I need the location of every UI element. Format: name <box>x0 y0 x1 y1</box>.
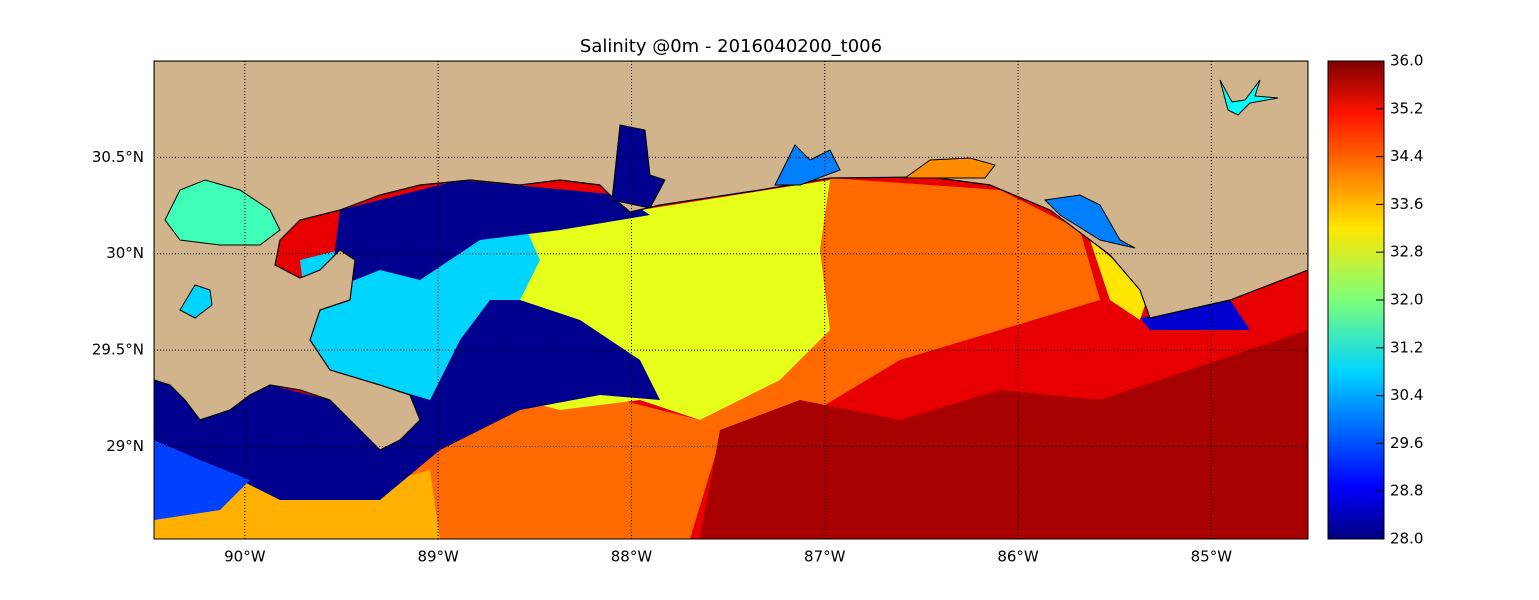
colorbar-tick-label: 32.0 <box>1390 291 1423 309</box>
colorbar-tick-label: 35.2 <box>1390 99 1423 117</box>
x-tick-label: 86°W <box>997 548 1039 566</box>
x-tick-label: 88°W <box>611 548 653 566</box>
x-tick-label: 85°W <box>1191 548 1233 566</box>
colorbar <box>1327 60 1385 540</box>
colorbar-tick-label: 29.6 <box>1390 434 1423 452</box>
colorbar-tick-label: 31.2 <box>1390 338 1423 356</box>
y-tick-label: 29.5°N <box>92 341 144 359</box>
y-tick-label: 30.5°N <box>92 148 144 166</box>
plot-frame <box>153 60 1309 540</box>
colorbar-tick-label: 30.4 <box>1390 386 1423 404</box>
x-tick-label: 89°W <box>417 548 459 566</box>
x-tick-label: 90°W <box>224 548 266 566</box>
colorbar-tick-label: 33.6 <box>1390 195 1423 213</box>
y-tick-label: 30°N <box>106 244 144 262</box>
colorbar-tick-label: 34.4 <box>1390 147 1423 165</box>
colorbar-tick-label: 32.8 <box>1390 243 1423 261</box>
colorbar-tick-label: 28.8 <box>1390 482 1423 500</box>
y-tick-label: 29°N <box>106 437 144 455</box>
salinity-field <box>154 61 1308 539</box>
x-tick-label: 87°W <box>804 548 846 566</box>
chart-title: Salinity @0m - 2016040200_t006 <box>580 36 882 57</box>
colorbar-tick-label: 28.0 <box>1390 530 1423 548</box>
colorbar-tick-label: 36.0 <box>1390 52 1423 70</box>
